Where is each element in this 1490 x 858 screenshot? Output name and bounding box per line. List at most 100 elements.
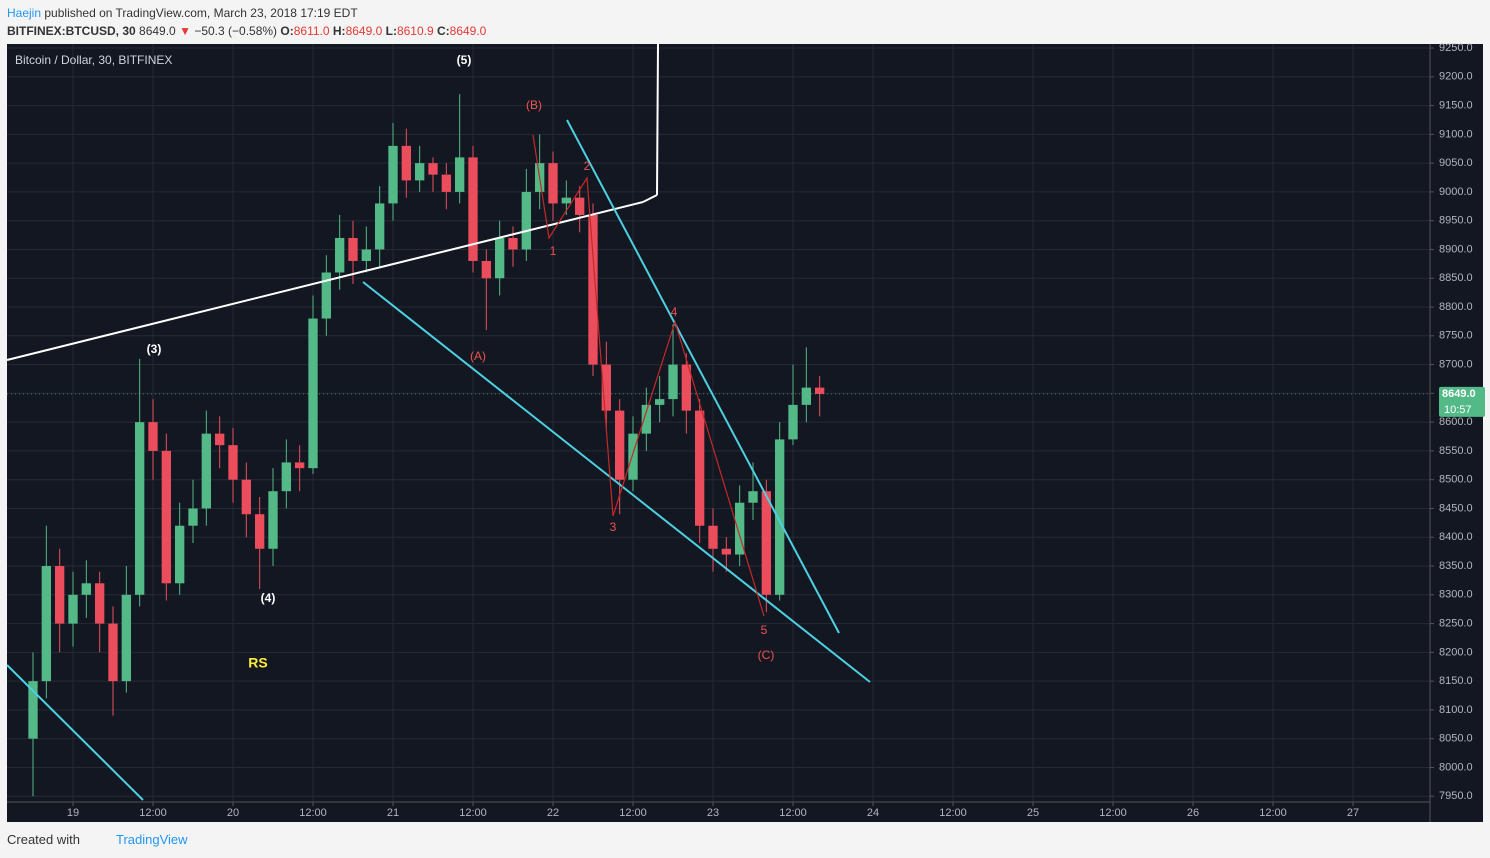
- y-tick-label: 8500.0: [1439, 474, 1473, 486]
- y-tick-label: 8400.0: [1439, 531, 1473, 543]
- annotation: RS: [248, 655, 267, 671]
- x-tick-label: 12:00: [1259, 807, 1287, 819]
- footer: Created with TradingView: [7, 832, 188, 847]
- candle-body: [401, 145, 411, 181]
- candle-body: [388, 145, 398, 204]
- y-tick-label: 7950.0: [1439, 790, 1473, 802]
- y-tick-label: 9100.0: [1439, 128, 1473, 140]
- candle-body: [308, 318, 318, 469]
- candle-body: [708, 525, 718, 549]
- candle-body: [495, 237, 505, 279]
- o-label: O:: [280, 24, 294, 38]
- x-tick-label: 12:00: [779, 807, 807, 819]
- countdown: 10:57: [1444, 404, 1472, 416]
- candle-body: [681, 364, 691, 411]
- x-tick-label: 27: [1347, 807, 1359, 819]
- candle-body: [241, 479, 251, 515]
- author[interactable]: Haejin: [7, 6, 42, 20]
- trendline: [362, 281, 871, 683]
- c: 8649.0: [449, 24, 487, 38]
- candle-body: [801, 387, 811, 405]
- candle-body: [121, 594, 131, 682]
- published: published on TradingView.com, March 23, …: [44, 6, 358, 20]
- o: 8611.0: [293, 24, 330, 38]
- arrow: ▼: [179, 24, 191, 38]
- candle-body: [521, 191, 531, 250]
- trendline: [656, 43, 659, 196]
- annotation: (3): [147, 342, 162, 356]
- y-tick-label: 8350.0: [1439, 560, 1473, 572]
- candle-body: [335, 237, 345, 273]
- annotation: 4: [671, 305, 678, 319]
- y-tick-label: 9050.0: [1439, 157, 1473, 169]
- brand[interactable]: TradingView: [115, 832, 188, 847]
- x-tick-label: 12:00: [299, 807, 327, 819]
- y-tick-label: 8600.0: [1439, 416, 1473, 428]
- price-label-bg: [1439, 386, 1485, 417]
- annotation: (5): [457, 53, 472, 67]
- candle-body: [188, 508, 198, 526]
- x-tick-label: 12:00: [1099, 807, 1127, 819]
- annotation: 5: [761, 623, 768, 637]
- y-tick-label: 8850.0: [1439, 272, 1473, 284]
- candle-body: [628, 433, 638, 480]
- chart-title: Bitcoin / Dollar, 30, BITFINEX: [15, 53, 172, 67]
- created: Created with: [7, 832, 80, 847]
- y-tick-label: 8050.0: [1439, 733, 1473, 745]
- candle-body: [175, 525, 185, 584]
- trendline: [6, 201, 644, 361]
- candle-body: [81, 583, 91, 595]
- y-tick-label: 8800.0: [1439, 301, 1473, 313]
- y-tick-label: 8100.0: [1439, 704, 1473, 716]
- candle-body: [375, 203, 385, 250]
- header: Haejin published on TradingView.com, Mar…: [7, 4, 486, 40]
- symbol: BITFINEX:BTCUSD, 30: [7, 24, 136, 38]
- annotation: 1: [550, 244, 557, 258]
- candle-body: [161, 450, 171, 584]
- candle-body: [148, 422, 158, 451]
- candle-body: [775, 439, 785, 595]
- y-tick-label: 9000.0: [1439, 186, 1473, 198]
- candle-body: [428, 163, 438, 175]
- x-tick-label: 25: [1027, 807, 1039, 819]
- candle-body: [655, 399, 665, 405]
- candle-body: [695, 410, 705, 526]
- candle-body: [561, 197, 571, 204]
- annotation: (B): [526, 98, 542, 112]
- candle-body: [588, 214, 598, 365]
- candle-body: [95, 583, 105, 624]
- candle-body: [508, 237, 518, 250]
- candle-body: [761, 491, 771, 595]
- change: −50.3 (−0.58%): [194, 24, 278, 38]
- candle-body: [321, 272, 331, 319]
- candle-body: [788, 404, 798, 440]
- last: 8649.0: [139, 24, 176, 38]
- y-tick-label: 8300.0: [1439, 589, 1473, 601]
- h-label: H:: [332, 24, 346, 38]
- x-tick-label: 20: [227, 807, 239, 819]
- candle-body: [255, 514, 265, 549]
- annotation: (C): [758, 648, 775, 662]
- candle-body: [668, 364, 678, 400]
- l: 8610.9: [396, 24, 434, 38]
- candle-body: [228, 445, 238, 480]
- candle-body: [281, 462, 291, 492]
- chart-bg: [7, 44, 1483, 822]
- drawings: [6, 43, 871, 801]
- candle-body: [268, 491, 278, 549]
- annotations: (3) (4) (5) RS (A) (B) (C) 1 2 3 4 5: [147, 53, 775, 671]
- y-tick-label: 8150.0: [1439, 675, 1473, 687]
- x-tick-label: 21: [387, 807, 399, 819]
- y-tick-label: 9200.0: [1439, 71, 1473, 83]
- x-tick-label: 26: [1187, 807, 1199, 819]
- y-tick-label: 8550.0: [1439, 445, 1473, 457]
- annotation: (A): [470, 349, 486, 363]
- candle-body: [748, 491, 758, 503]
- candle-body: [348, 237, 358, 261]
- annotation: (4): [261, 591, 276, 605]
- candle-body: [108, 623, 118, 682]
- candle-body: [201, 433, 211, 509]
- price-label: 8649.0: [1442, 388, 1476, 400]
